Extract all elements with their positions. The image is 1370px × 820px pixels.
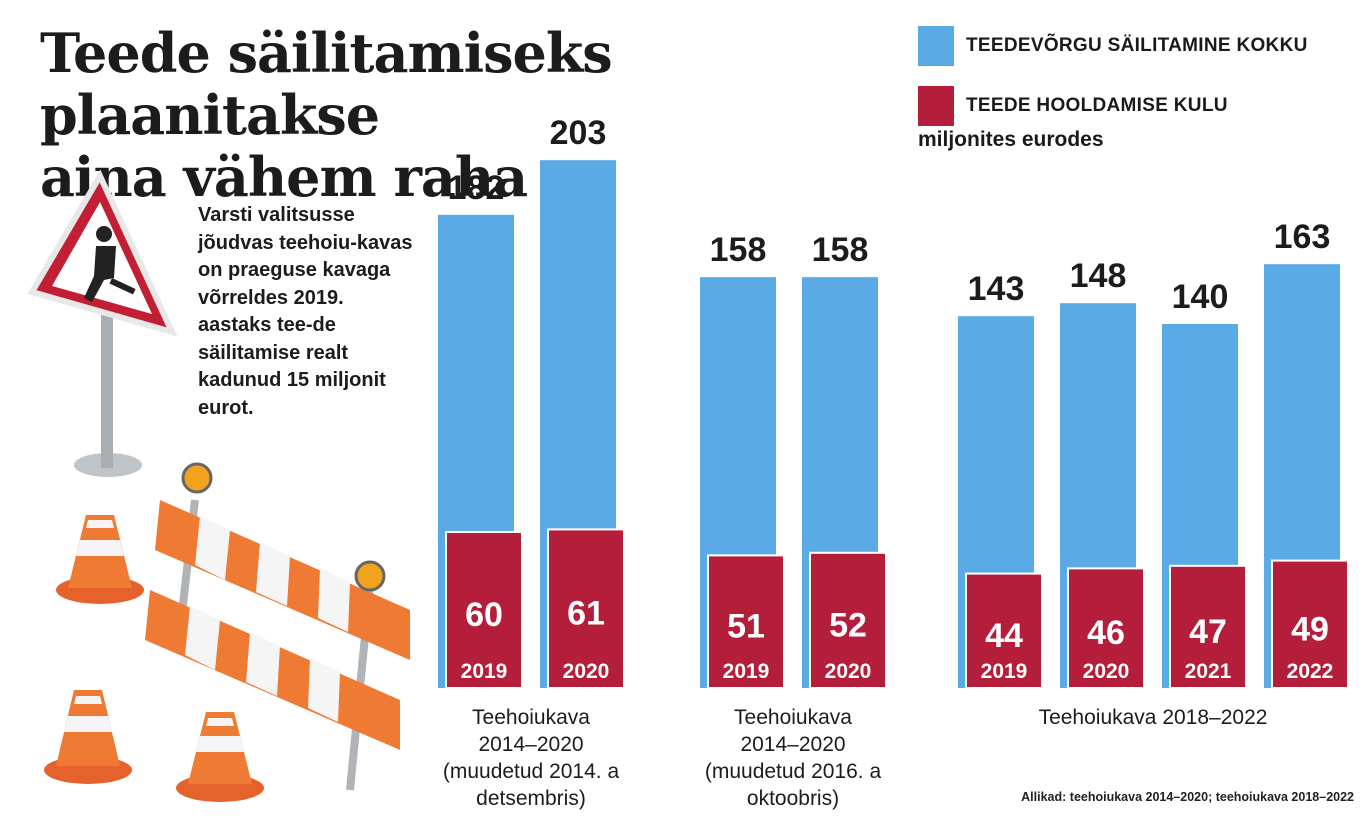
- total-value-label: 143: [968, 270, 1025, 308]
- sign-post-icon: [101, 310, 113, 468]
- traffic-cone-icon: [44, 690, 132, 784]
- maintenance-bar: [1067, 567, 1145, 690]
- maintenance-value-label: 61: [567, 595, 605, 633]
- legend-item-total: TEEDEVÕRGU SÄILITAMINE KOKKU: [918, 24, 1308, 68]
- legend: TEEDEVÕRGU SÄILITAMINE KOKKU TEEDE HOOLD…: [918, 24, 1308, 144]
- total-value-label: 203: [550, 114, 607, 152]
- group-label: (muudetud 2016. a: [705, 760, 882, 783]
- legend-swatch-total: [918, 26, 954, 66]
- road-barrier-icon: [145, 462, 410, 791]
- year-label: 2020: [825, 660, 872, 683]
- group-label: Teehoiukava: [734, 706, 852, 729]
- maintenance-bar: [547, 528, 625, 690]
- maintenance-bar: [965, 572, 1043, 689]
- roadwork-illustration: [27, 169, 410, 802]
- year-label: 2019: [981, 660, 1028, 683]
- maintenance-value-label: 44: [985, 617, 1023, 655]
- total-value-label: 158: [710, 231, 767, 269]
- maintenance-bar: [1169, 564, 1247, 689]
- total-value-label: 148: [1070, 257, 1127, 295]
- source-note: Allikad: teehoiukava 2014–2020; teehoiuk…: [1021, 790, 1354, 804]
- maintenance-value-label: 60: [465, 596, 503, 634]
- year-label: 2021: [1185, 660, 1232, 683]
- group-label: 2014–2020: [740, 733, 845, 756]
- legend-swatch-maintenance: [918, 86, 954, 126]
- legend-item-maintenance: TEEDE HOOLDAMISE KULU: [918, 84, 1308, 128]
- group-label: 2014–2020: [478, 733, 583, 756]
- maintenance-bar: [707, 554, 785, 690]
- total-value-label: 158: [812, 231, 869, 269]
- year-label: 2022: [1287, 660, 1334, 683]
- group-label: (muudetud 2014. a: [443, 760, 620, 783]
- chart-title: Teede säilitamiseks plaanitakse aina väh…: [40, 22, 900, 208]
- group-label: Teehoiukava: [472, 706, 590, 729]
- maintenance-value-label: 47: [1189, 613, 1227, 651]
- title-line-1: Teede säilitamiseks plaanitakse: [40, 21, 613, 147]
- maintenance-value-label: 49: [1291, 610, 1329, 648]
- total-value-label: 182: [448, 169, 505, 207]
- year-label: 2020: [563, 660, 610, 683]
- intro-text: Varsti valitsusse jõudvas teehoiu-kavas …: [198, 204, 413, 419]
- total-value-label: 140: [1172, 278, 1229, 316]
- maintenance-value-label: 52: [829, 606, 867, 644]
- maintenance-bar: [445, 531, 523, 689]
- unit-label: miljonites eurodes: [918, 128, 1104, 151]
- maintenance-value-label: 51: [727, 608, 765, 646]
- title-line-2: aina vähem raha: [40, 145, 528, 209]
- legend-label-total: TEEDEVÕRGU SÄILITAMINE KOKKU: [966, 35, 1308, 56]
- maintenance-value-label: 46: [1087, 614, 1125, 652]
- group-label: Teehoiukava 2018–2022: [1039, 706, 1268, 729]
- group-label: detsembris): [476, 787, 586, 810]
- roadwork-sign-icon: [27, 169, 178, 337]
- maintenance-bar: [809, 551, 887, 689]
- year-label: 2020: [1083, 660, 1130, 683]
- traffic-cone-icon: [56, 515, 144, 604]
- traffic-cone-icon: [176, 712, 264, 802]
- group-label: oktoobris): [747, 787, 839, 810]
- year-label: 2019: [461, 660, 508, 683]
- maintenance-bar: [1271, 559, 1349, 689]
- legend-label-maintenance: TEEDE HOOLDAMISE KULU: [966, 95, 1228, 116]
- year-label: 2019: [723, 660, 770, 683]
- total-value-label: 163: [1274, 218, 1331, 256]
